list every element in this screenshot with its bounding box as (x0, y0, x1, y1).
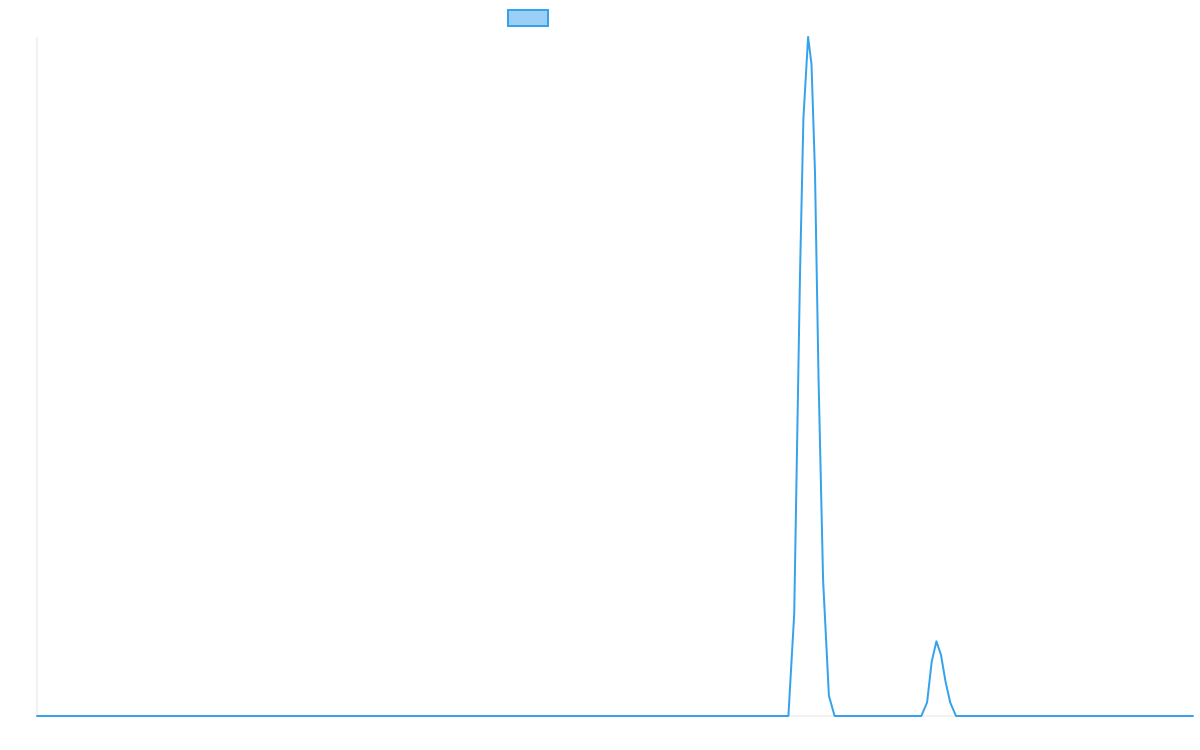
legend-swatch[interactable] (507, 9, 549, 27)
series-layer (36, 36, 1194, 717)
series-line (36, 36, 1194, 717)
legend[interactable] (507, 9, 549, 27)
